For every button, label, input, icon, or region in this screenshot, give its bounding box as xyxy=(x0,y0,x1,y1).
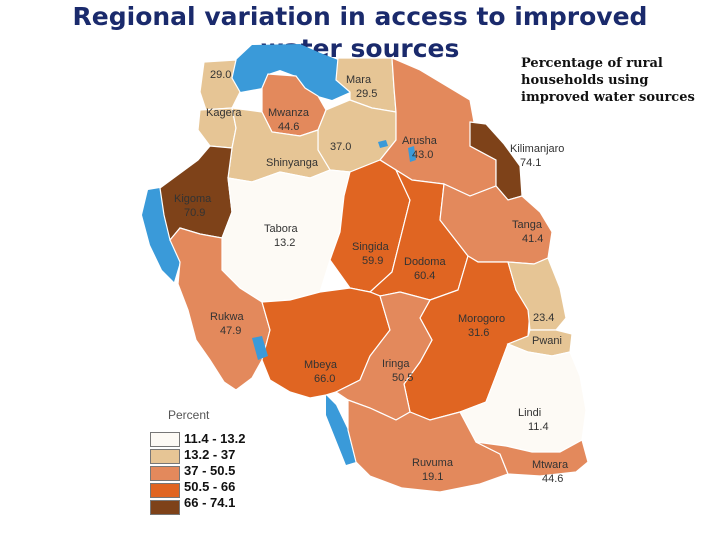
region-name-label: Tabora xyxy=(264,223,299,235)
region-name-label: Kilimanjaro xyxy=(510,143,564,155)
region-name-label: Pwani xyxy=(532,335,562,347)
region-value-label: 19.1 xyxy=(422,471,443,483)
region-value-label: 70.9 xyxy=(184,207,205,219)
legend-labels: 11.4 - 13.2 13.2 - 37 37 - 50.5 50.5 - 6… xyxy=(184,431,245,511)
region-name-label: Iringa xyxy=(382,358,410,370)
region-name-label: Mwanza xyxy=(268,107,310,119)
region-value-label: 37.0 xyxy=(330,141,351,153)
legend-label-1: 13.2 - 37 xyxy=(184,447,236,462)
region-name-label: Kagera xyxy=(206,107,242,119)
region-name-label: Mtwara xyxy=(532,459,569,471)
region-value-label: 13.2 xyxy=(274,237,295,249)
lake-natron-icon xyxy=(408,146,416,162)
lake-victoria xyxy=(232,44,350,100)
lake-nyasa-coast xyxy=(326,395,356,465)
title-line-1: Regional variation in access to improved xyxy=(72,2,648,31)
region-value-label: 41.4 xyxy=(522,233,543,245)
region-tabora[interactable] xyxy=(221,169,351,303)
region-14[interactable] xyxy=(507,257,567,331)
region-name-label: Mbeya xyxy=(304,359,338,371)
region-name-label: Lindi xyxy=(518,407,541,419)
region-value-label: 74.1 xyxy=(520,157,541,169)
region-value-label: 43.0 xyxy=(412,149,433,161)
legend-title: Percent xyxy=(168,408,210,422)
region-value-label: 59.9 xyxy=(362,255,383,267)
region-name-label: Shinyanga xyxy=(266,157,319,169)
legend-label-0: 11.4 - 13.2 xyxy=(184,431,246,446)
region-name-label: Singida xyxy=(352,241,390,253)
region-value-label: 31.6 xyxy=(468,327,489,339)
region-name-label: Ruvuma xyxy=(412,457,454,469)
legend-swatch-1 xyxy=(150,449,180,464)
legend-swatch-0 xyxy=(150,432,180,447)
region-name-label: Rukwa xyxy=(210,311,245,323)
lake-eyasi-icon xyxy=(378,140,388,148)
region-name-label: Tanga xyxy=(512,219,543,231)
legend-label-4: 66 - 74.1 xyxy=(184,495,236,510)
region-value-label: 29.0 xyxy=(210,69,231,81)
legend-swatch-4 xyxy=(150,500,180,515)
region-value-label: 11.4 xyxy=(528,421,549,433)
legend-label-3: 50.5 - 66 xyxy=(184,479,236,494)
lake-tanganyika-coast xyxy=(142,188,180,282)
legend-swatch-2 xyxy=(150,466,180,481)
lake-rukwa-icon xyxy=(252,336,268,360)
map-subtitle: Percentage of rural households using imp… xyxy=(521,56,695,105)
region-name-label: Morogoro xyxy=(458,313,505,325)
region-value-label: 44.6 xyxy=(542,473,563,485)
legend-swatch-3 xyxy=(150,483,180,498)
legend-label-2: 37 - 50.5 xyxy=(184,463,236,478)
legend-swatches xyxy=(150,432,236,518)
region-value-label: 23.4 xyxy=(533,312,554,324)
region-value-label: 50.5 xyxy=(392,372,413,384)
region-value-label: 44.6 xyxy=(278,121,299,133)
region-value-label: 29.5 xyxy=(356,88,377,100)
region-name-label: Kigoma xyxy=(174,193,212,205)
region-mtwara[interactable] xyxy=(475,439,589,477)
region-rukwa[interactable] xyxy=(169,227,271,391)
region-name-label: Dodoma xyxy=(404,256,446,268)
region-name-label: Arusha xyxy=(402,135,438,147)
region-0[interactable] xyxy=(199,59,241,111)
region-value-label: 60.4 xyxy=(414,270,435,282)
region-value-label: 66.0 xyxy=(314,373,335,385)
region-name-label: Mara xyxy=(346,74,372,86)
region-value-label: 47.9 xyxy=(220,325,241,337)
